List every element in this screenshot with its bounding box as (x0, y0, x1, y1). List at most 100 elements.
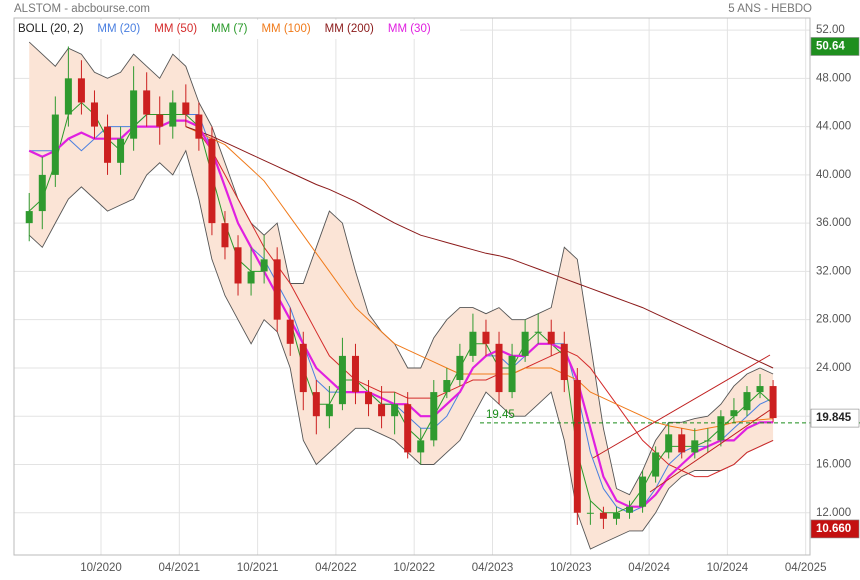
y-tick-label: 44.000 (816, 121, 851, 133)
candle-body (482, 331, 490, 344)
candle-body (325, 404, 333, 417)
candle-body (117, 138, 125, 163)
trend-line (649, 409, 771, 493)
candle-body (560, 343, 568, 381)
candle-body (586, 512, 594, 514)
candle-body (430, 392, 438, 441)
candle-body (652, 452, 660, 477)
candle-body (730, 410, 738, 417)
y-tick-label: 12.000 (816, 507, 851, 519)
candle-body (378, 404, 386, 417)
y-tick-label: 24.000 (816, 362, 851, 374)
x-tick-label: 04/2021 (159, 562, 201, 574)
price-badge (810, 37, 860, 56)
legend-entry: MM (50) (154, 23, 197, 35)
x-tick-label: 04/2025 (785, 562, 827, 574)
candle-body (25, 211, 33, 224)
candle-body (143, 90, 151, 115)
candle-body (691, 440, 699, 453)
candle-body (130, 90, 138, 139)
legend: BOLL (20, 2) MM (20) MM (50) MM (7) MM (100)… (18, 23, 431, 35)
candle-body (626, 506, 634, 513)
candle-body (260, 259, 268, 272)
x-tick-label: 10/2022 (393, 562, 435, 574)
x-tick-label: 10/2023 (550, 562, 592, 574)
candle-body (743, 392, 751, 411)
legend-entry: MM (20) (97, 23, 140, 35)
candle-body (365, 392, 373, 405)
candle-body (64, 78, 72, 115)
candle-body (286, 319, 294, 344)
candle-body (221, 223, 229, 248)
x-tick-label: 10/2024 (707, 562, 749, 574)
y-tick-label: 32.000 (816, 265, 851, 277)
x-tick-label: 04/2024 (628, 562, 670, 574)
legend-entry: MM (7) (211, 23, 248, 35)
candle-body (299, 343, 307, 393)
candle-body (639, 476, 647, 507)
y-tick-label: 36.000 (816, 217, 851, 229)
moving-average (185, 126, 774, 478)
candle-body (547, 331, 555, 344)
candles (25, 46, 777, 529)
price-badge (810, 519, 860, 539)
candle-body (417, 440, 425, 453)
candle-body (534, 331, 542, 333)
candle-body (51, 114, 59, 175)
moving-averages (28, 101, 774, 514)
candle-body (599, 512, 607, 519)
moving-average (185, 126, 774, 369)
candle-body (156, 114, 164, 127)
candle-body (678, 434, 686, 453)
x-tick-label: 10/2020 (80, 562, 122, 574)
legend-background (15, 20, 460, 39)
candle-body (312, 392, 320, 417)
candle-body (756, 386, 764, 393)
y-tick-label: 40.000 (816, 169, 851, 181)
overlay: 19.45 (480, 409, 860, 424)
bollinger-upper (28, 41, 774, 496)
candle-body (38, 174, 46, 212)
candle-body (77, 78, 85, 103)
candle-body (495, 343, 503, 393)
candle-body (469, 331, 477, 356)
x-tick-label: 10/2021 (237, 562, 279, 574)
price-badge-label: 19.845 (816, 412, 852, 424)
candle-body (573, 380, 581, 513)
candle-body (182, 102, 190, 115)
y-tick-label: 48.000 (816, 72, 851, 84)
reference-label: 19.45 (486, 409, 515, 421)
candle-body (169, 102, 177, 127)
legend-entry: BOLL (20, 2) (18, 23, 84, 35)
candle-body (665, 434, 673, 453)
candle-body (717, 416, 725, 441)
y-tick-label: 16.000 (816, 459, 851, 471)
trend-line (592, 354, 771, 459)
moving-average (28, 101, 774, 514)
price-badge-label: 10.660 (816, 523, 851, 535)
plot-frame (13, 17, 811, 556)
y-tick-label: 52.00 (816, 24, 845, 36)
candle-body (104, 126, 112, 163)
candle-body (443, 380, 451, 393)
candle-body (521, 331, 529, 356)
candle-body (769, 386, 777, 419)
chart-subtitle: 5 ANS - HEBDO (728, 3, 812, 15)
candle-body (391, 404, 399, 417)
candle-body (351, 355, 359, 393)
legend-entry: MM (100) (261, 23, 310, 35)
candle-body (508, 355, 516, 393)
candle-body (90, 102, 98, 127)
candle-body (338, 355, 346, 405)
candle-body (704, 440, 712, 442)
candle-body (208, 138, 216, 224)
candle-body (612, 512, 620, 519)
x-tick-label: 04/2023 (472, 562, 514, 574)
candle-body (247, 271, 255, 284)
candle-body (456, 355, 464, 381)
chart-title: ALSTOM - abcbourse.com (14, 3, 150, 15)
price-badge (810, 408, 860, 428)
legend-entry: MM (200) (325, 23, 374, 35)
legend-entry: MM (30) (388, 23, 431, 35)
